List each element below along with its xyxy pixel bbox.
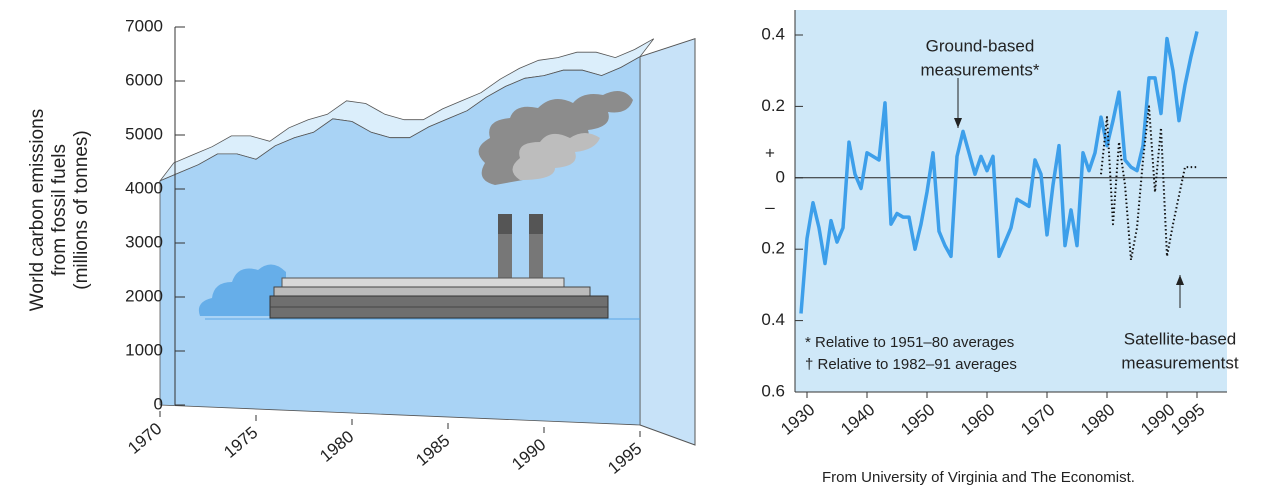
y-tick-label: 3000 <box>125 232 163 251</box>
x-tick-label: 1980 <box>316 427 357 466</box>
footnote: * Relative to 1951–80 averages <box>805 334 1014 351</box>
sign-label: + <box>765 143 775 162</box>
series-label: measurements* <box>920 60 1039 79</box>
y-axis-label: from fossil fuels <box>49 144 70 276</box>
series-label: Ground-based <box>926 36 1035 55</box>
sign-label: – <box>765 197 775 216</box>
side-face <box>640 39 695 445</box>
figure: 0 1000 2000 3000 4000 5000 6000 7000 1970 1975 198… <box>0 0 1273 491</box>
x-tick-label: 1940 <box>837 400 878 439</box>
y-tick-label: 4000 <box>125 178 163 197</box>
x-tick-label: 1995 <box>604 439 645 478</box>
y-tick-label: 0 <box>154 394 163 413</box>
y-tick-label: 6000 <box>125 70 163 89</box>
series-label: measurementst <box>1121 353 1238 372</box>
y-tick-label: 0.2 <box>761 239 785 258</box>
y-tick-label: 2000 <box>125 286 163 305</box>
x-tick-label: 1975 <box>220 423 261 462</box>
x-tick-label: 1970 <box>1017 400 1058 439</box>
x-tick-label: 1985 <box>412 431 453 470</box>
x-tick-label: 1950 <box>897 400 938 439</box>
series-label: Satellite-based <box>1124 329 1236 348</box>
x-tick-label: 1980 <box>1077 400 1118 439</box>
y-tick-label: 0.2 <box>761 96 785 115</box>
y-tick-label: 0.4 <box>761 24 785 43</box>
y-tick-label: 1000 <box>125 340 163 359</box>
x-tick-label: 1930 <box>777 400 818 439</box>
x-tick-label: 1960 <box>957 400 998 439</box>
y-tick-label: 0.6 <box>761 381 785 400</box>
y-tick-label: 0 <box>776 167 785 186</box>
y-axis-label: World carbon emissions <box>27 109 48 311</box>
y-axis-label: (millions of tonnes) <box>71 130 92 289</box>
y-tick-label: 0.4 <box>761 310 785 329</box>
x-tick-label: 1995 <box>1167 400 1208 439</box>
y-tick-label: 7000 <box>125 16 163 35</box>
source: From University of Virginia and The Econ… <box>822 469 1135 486</box>
footnote: † Relative to 1982–91 averages <box>805 356 1017 373</box>
x-tick-label: 1970 <box>124 419 165 458</box>
x-tick-label: 1990 <box>508 435 549 474</box>
y-tick-label: 5000 <box>125 124 163 143</box>
